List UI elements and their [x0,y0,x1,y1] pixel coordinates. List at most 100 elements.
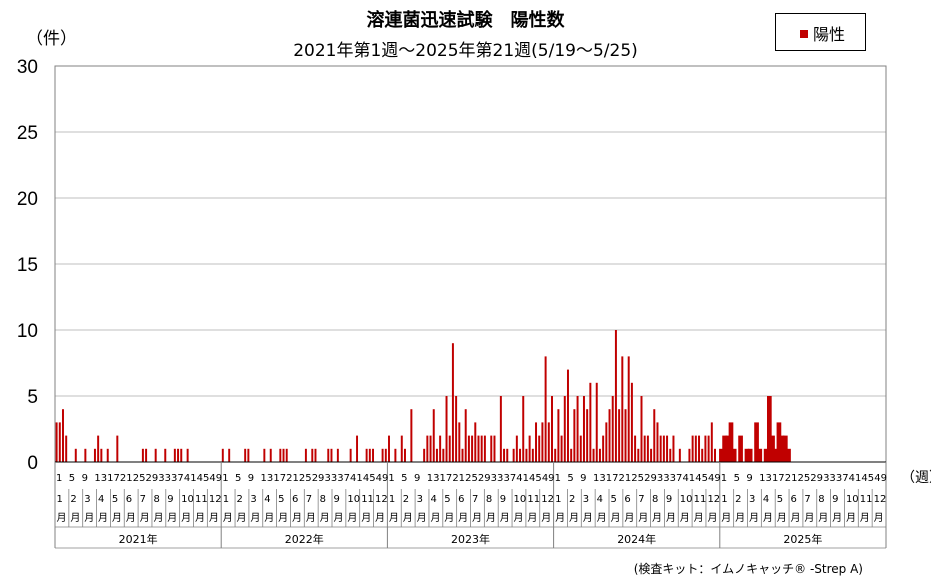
x-month-label: 10 [181,494,194,505]
bar [646,435,649,462]
x-month-label: 9 [666,494,672,505]
bar [186,448,189,462]
x-week-label: 41 [184,473,197,484]
y-tick-label: 0 [27,453,38,474]
x-month-label: 12 [541,494,554,505]
bar [394,448,397,462]
x-month-label: 月 [611,512,621,524]
x-month-label: 月 [264,512,274,524]
x-month-label: 月 [153,512,163,524]
bar [410,409,413,462]
bar [263,448,266,462]
x-week-label: 5 [734,473,740,484]
x-month-label: 月 [320,512,330,524]
x-week-label: 1 [721,473,727,484]
bar [388,435,390,462]
x-month-label: 6 [458,494,464,505]
x-month-label: 8 [652,494,658,505]
bar [640,396,643,462]
x-month-label: 月 [832,512,842,524]
bar [384,448,387,462]
x-month-label: 月 [334,512,344,524]
x-week-label: 21 [619,473,632,484]
x-month-label: 12 [707,494,720,505]
x-month-label: 月 [735,512,745,524]
y-tick-label: 10 [17,321,38,342]
x-year-label: 2021年 [119,532,158,546]
bar [662,435,665,462]
bar [776,422,782,462]
bar [372,448,374,462]
bar [461,448,464,462]
x-week-label: 49 [376,473,389,484]
x-week-label: 13 [94,473,107,484]
bar [531,448,534,462]
bars [55,330,791,462]
bar [480,435,483,462]
bar [754,422,759,462]
bar [701,448,704,462]
bar [58,422,61,462]
bar [688,448,691,462]
bar [467,435,470,462]
bar [180,448,183,462]
bar [279,448,282,462]
bar [678,448,681,462]
x-month-label: 11 [361,494,374,505]
x-week-label: 13 [261,473,274,484]
bar [451,343,454,462]
bar [285,448,288,462]
bar [432,409,435,462]
x-month-label: 月 [126,512,136,524]
x-month-label: 月 [209,512,219,524]
bar [747,448,753,462]
x-week-label: 45 [529,473,542,484]
x-week-label: 33 [158,473,171,484]
x-week-label: 37 [337,473,350,484]
bar [595,382,598,462]
bar [637,448,640,462]
bar [244,448,247,462]
x-year-label: 2024年 [617,532,656,546]
x-month-label: 6 [126,494,132,505]
x-week-label: 21 [785,473,798,484]
x-month-label: 月 [791,512,801,524]
bar [164,448,167,462]
bar [624,409,627,462]
x-month-label: 月 [652,512,662,524]
x-month-label: 月 [167,512,177,524]
bar [349,448,352,462]
x-month-label: 5 [611,494,617,505]
x-month-label: 月 [361,512,371,524]
x-month-label: 月 [347,512,357,524]
bar [694,435,697,462]
x-week-label: 29 [145,473,158,484]
x-month-label: 4 [597,494,603,505]
bar [602,435,605,462]
bar [429,435,432,462]
bar [714,448,716,462]
bar [311,448,314,462]
x-month-label: 2 [569,494,575,505]
bar [221,448,224,462]
y-tick-label: 5 [27,387,38,408]
bar [592,448,595,462]
x-month-label: 1 [555,494,561,505]
x-week-label: 29 [644,473,657,484]
x-week-label: 29 [478,473,491,484]
x-week-label: 17 [606,473,619,484]
bar [84,448,87,462]
bar [570,448,573,462]
bar [61,409,64,462]
bar [522,396,525,462]
bar [477,435,480,462]
x-month-label: 月 [777,512,787,524]
x-month-label: 7 [472,494,478,505]
x-month-label: 月 [292,512,302,524]
x-month-label: 10 [514,494,527,505]
x-month-label: 10 [347,494,360,505]
x-month-label: 8 [153,494,159,505]
bar [445,396,448,462]
x-month-label: 月 [472,512,482,524]
footnote: (検査キット：イムノキャッチ® -Strep A) [633,562,863,576]
